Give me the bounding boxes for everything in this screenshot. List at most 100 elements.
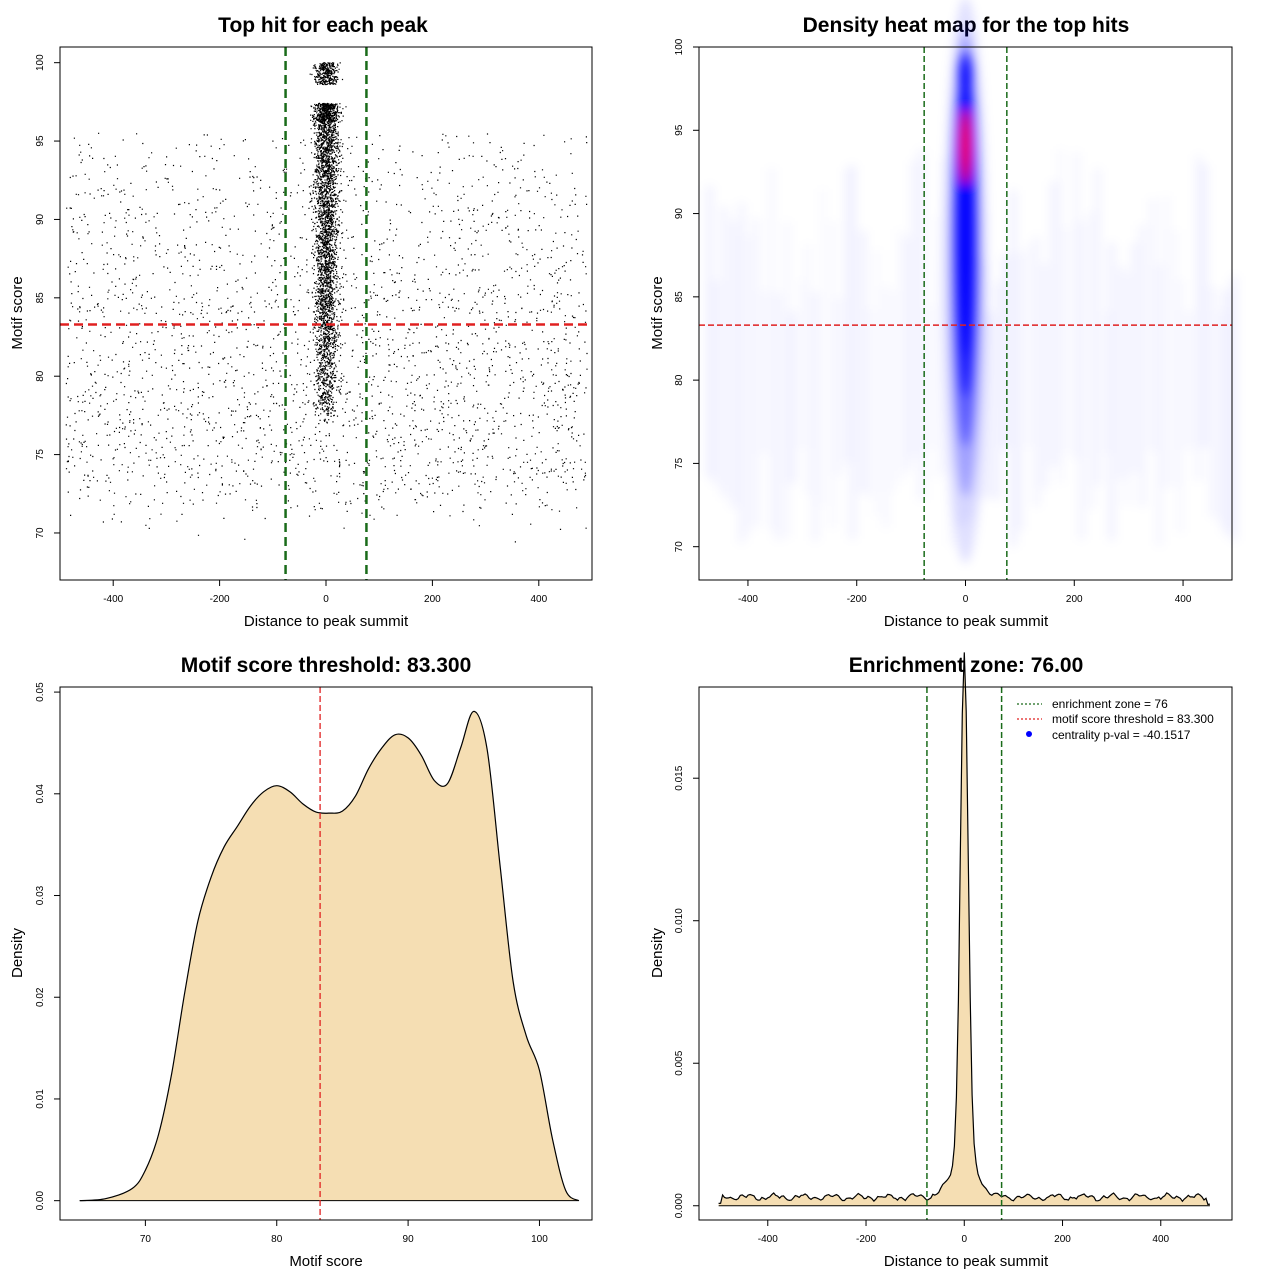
scatter-ylabel: Motif score xyxy=(9,276,26,349)
heatmap-ytick-label: 70 xyxy=(674,541,685,553)
panel-score-density: Motif score threshold: 83.300 70 80 90 100 … xyxy=(9,654,593,1270)
score-density-ylabel: Density xyxy=(9,927,26,978)
heatmap-streak xyxy=(897,229,904,481)
scatter-ytick-label: 70 xyxy=(35,527,46,539)
heatmap-streak xyxy=(811,291,819,542)
score-density-xtick-label: 100 xyxy=(531,1234,548,1245)
heatmap-streak xyxy=(752,218,760,527)
scatter-ytick-label: 80 xyxy=(35,370,46,382)
scatter-ytick-label: 100 xyxy=(35,54,46,71)
heatmap-hotspot-core xyxy=(962,122,969,171)
heatmap-streak xyxy=(712,280,720,486)
panel-distance-density: Enrichment zone: 76.00 -400 -200 0 200 400 0… xyxy=(649,652,1233,1270)
heatmap-streak xyxy=(849,164,857,540)
heatmap-streak xyxy=(1118,266,1126,480)
legend-threshold-label: motif score threshold = 83.300 xyxy=(1052,712,1214,726)
heatmap-streak xyxy=(1016,252,1024,532)
scatter-xlabel: Distance to peak summit xyxy=(244,613,409,630)
legend-pval-label: centrality p-val = -40.1517 xyxy=(1052,728,1191,742)
heatmap-streak xyxy=(1001,255,1009,448)
heatmap-streak xyxy=(1050,181,1058,467)
heatmap-streak xyxy=(1200,164,1208,448)
score-density-title: Motif score threshold: 83.300 xyxy=(181,654,472,677)
score-density-ytick-label: 0.01 xyxy=(35,1089,46,1109)
heatmap-ytick-label: 75 xyxy=(674,457,685,469)
heatmap-streak xyxy=(1041,264,1049,489)
heatmap-streak xyxy=(1177,279,1184,533)
distance-density-xtick-label: -400 xyxy=(758,1234,778,1245)
heatmap-streak xyxy=(1222,289,1230,534)
score-density-xtick-label: 70 xyxy=(140,1234,152,1245)
heatmap-streak xyxy=(867,309,874,498)
heatmap-streak xyxy=(738,202,746,544)
heatmap-streak xyxy=(1033,235,1041,508)
distance-density-y-axis: 0.000 0.005 0.010 0.015 xyxy=(674,765,699,1218)
heatmap-streak xyxy=(917,149,925,501)
heatmap-streak xyxy=(774,293,782,541)
distance-density-frame xyxy=(698,686,1233,1221)
scatter-xtick-label: -400 xyxy=(103,594,123,605)
score-density-ytick-label: 0.02 xyxy=(35,987,46,1007)
score-density-xlabel: Motif score xyxy=(289,1253,362,1270)
heatmap-ytick-label: 90 xyxy=(674,208,685,220)
heatmap-plot-area xyxy=(699,0,1238,580)
heatmap-xtick-label: 200 xyxy=(1066,594,1083,605)
score-density-ytick-label: 0.00 xyxy=(35,1191,46,1211)
scatter-xtick-label: -200 xyxy=(210,594,230,605)
heatmap-band xyxy=(958,53,973,90)
score-density-y-axis: 0.00 0.01 0.02 0.03 0.04 0.05 xyxy=(35,682,60,1210)
heatmap-streak xyxy=(1131,243,1139,474)
scatter-y-axis: 70 75 80 85 90 95 100 xyxy=(35,54,60,539)
distance-density-x-axis: -400 -200 0 200 400 xyxy=(758,1220,1170,1245)
distance-density-ytick-label: 0.010 xyxy=(674,908,685,933)
heatmap-streak xyxy=(1077,221,1085,540)
heatmap-streak xyxy=(720,206,728,497)
distance-density-area xyxy=(718,652,1210,1206)
legend-zone-label: enrichment zone = 76 xyxy=(1052,697,1168,711)
heatmap-streak xyxy=(804,244,811,495)
score-density-xtick-label: 90 xyxy=(403,1234,415,1245)
distance-density-xtick-label: 200 xyxy=(1054,1234,1071,1245)
distance-density-ylabel: Density xyxy=(649,927,666,978)
score-density-area xyxy=(79,711,579,1201)
scatter-ytick-label: 75 xyxy=(35,449,46,461)
distance-density-xtick-label: 0 xyxy=(961,1234,967,1245)
heatmap-streak xyxy=(730,220,738,508)
score-density-xtick-label: 80 xyxy=(271,1234,283,1245)
heatmap-streak xyxy=(933,217,940,479)
distance-density-xlabel: Distance to peak summit xyxy=(884,1253,1049,1270)
heatmap-streak xyxy=(986,312,994,499)
distance-density-ytick-label: 0.015 xyxy=(674,765,685,790)
heatmap-xtick-label: -200 xyxy=(847,594,867,605)
heatmap-ytick-label: 85 xyxy=(674,291,685,303)
scatter-xtick-label: 400 xyxy=(530,594,547,605)
heatmap-streak xyxy=(1149,197,1157,451)
distance-density-title: Enrichment zone: 76.00 xyxy=(849,654,1084,677)
heatmap-streak xyxy=(889,291,896,492)
heatmap-streak xyxy=(788,311,796,484)
heatmap-streak xyxy=(1108,242,1116,541)
distance-density-ytick-label: 0.005 xyxy=(674,1050,685,1075)
heatmap-x-axis: -400 -200 0 200 400 xyxy=(738,580,1192,605)
heatmap-xtick-label: -400 xyxy=(738,594,758,605)
heatmap-streak xyxy=(1025,243,1032,447)
distance-density-curve xyxy=(718,652,1210,1206)
distance-density-plot-area xyxy=(718,652,1210,1220)
heatmap-streak xyxy=(994,282,1002,500)
heatmap-streak xyxy=(1123,273,1130,505)
heatmap-ylabel: Motif score xyxy=(649,276,666,349)
heatmap-streak xyxy=(1156,265,1163,546)
score-density-plot-area xyxy=(79,687,580,1220)
scatter-plot-area xyxy=(60,47,592,580)
scatter-ytick-label: 90 xyxy=(35,213,46,225)
heatmap-xlabel: Distance to peak summit xyxy=(884,613,1049,630)
heatmap-streak xyxy=(1209,286,1217,517)
heatmap-ytick-label: 80 xyxy=(674,374,685,386)
heatmap-streak xyxy=(1138,224,1146,507)
score-density-curve xyxy=(79,710,580,1202)
legend-pval-dot xyxy=(1026,731,1032,737)
heatmap-streak xyxy=(1185,310,1192,449)
heatmap-y-axis: 70 75 80 85 90 95 100 xyxy=(674,38,699,552)
heatmap-streak xyxy=(1063,227,1070,453)
